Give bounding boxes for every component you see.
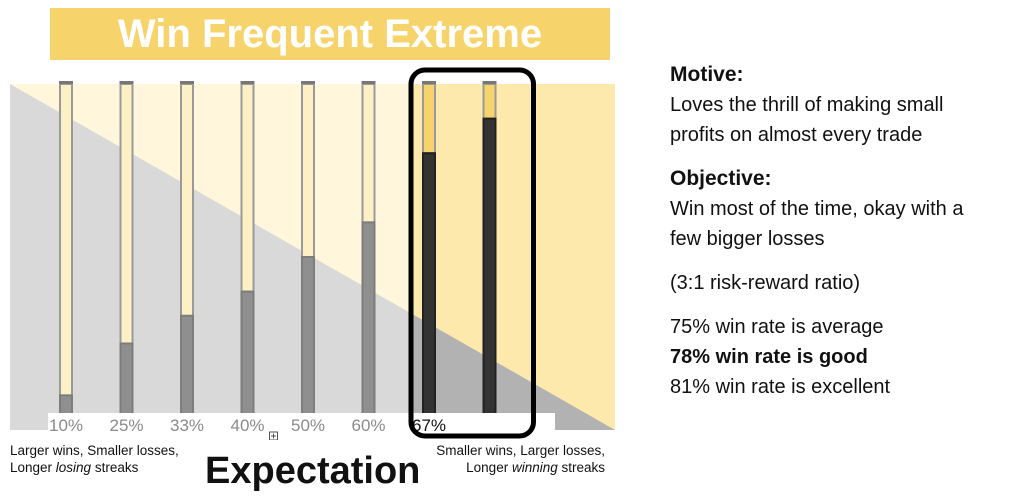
bar-cap-2 (180, 81, 194, 84)
bar-loss-2 (180, 314, 194, 432)
bar-loss-6 (422, 152, 436, 431)
bar-cap-4 (301, 81, 315, 84)
objective-line2: few bigger losses (670, 228, 825, 250)
objective-line1: Win most of the time, okay with a (670, 198, 964, 220)
tick-strip (48, 413, 555, 435)
bar-cap-6 (422, 81, 436, 84)
caption-left: Larger wins, Smaller losses, Longer losi… (10, 442, 179, 476)
side-panel: Motive: Loves the thrill of making small… (670, 60, 1020, 402)
caption-right-line1: Smaller wins, Larger losses, (436, 443, 605, 458)
motive-line1: Loves the thrill of making small (670, 94, 944, 116)
tick-label-5: 60% (351, 416, 385, 435)
tick-label-6: 67% (412, 416, 446, 435)
tick-label-3: 40% (230, 416, 264, 435)
bar-cap-7 (482, 81, 497, 84)
bar-win-7 (482, 83, 497, 120)
tick-label-2: 33% (170, 416, 204, 435)
bar-win-0 (59, 83, 73, 397)
bar-loss-3 (240, 290, 255, 431)
bar-win-3 (240, 83, 255, 293)
bar-loss-7 (482, 117, 497, 431)
caption-left-line1: Larger wins, Smaller losses, (10, 443, 179, 458)
caption-right-line2: Longer winning streaks (466, 460, 605, 475)
loss-region-highlight (411, 313, 615, 430)
bar-cap-1 (119, 81, 134, 84)
tick-label-4: 50% (291, 416, 325, 435)
bar-win-1 (119, 83, 134, 345)
bar-win-6 (422, 83, 436, 155)
caption-left-line2: Longer losing streaks (10, 460, 139, 475)
objective-heading: Objective: (670, 167, 772, 190)
bar-cap-5 (361, 81, 376, 84)
bar-win-2 (180, 83, 194, 317)
tick-label-0: 10% (49, 416, 83, 435)
rate-average: 75% win rate is average (670, 316, 884, 338)
highlight-box (408, 67, 536, 439)
x-axis-label: Expectation (205, 450, 421, 492)
bar-win-4 (301, 83, 315, 258)
title-banner: Win Frequent Extreme (50, 8, 610, 60)
motive-heading: Motive: (670, 63, 744, 86)
bar-cap-0 (59, 81, 73, 84)
bar-cap-3 (240, 81, 255, 84)
motive-line2: profits on almost every trade (670, 124, 923, 146)
caption-right: Smaller wins, Larger losses, Longer winn… (410, 442, 605, 476)
bar-loss-4 (301, 256, 315, 431)
risk-reward-ratio: (3:1 risk-reward ratio) (670, 272, 861, 294)
bar-loss-5 (361, 221, 376, 431)
chart-title: Win Frequent Extreme (117, 12, 543, 56)
rate-good: 78% win rate is good (670, 346, 868, 368)
bar-win-5 (361, 83, 376, 224)
tick-label-1: 25% (109, 416, 143, 435)
bar-chart: 10% 25% 33% 40% 50% 60% 67% (10, 67, 615, 440)
rate-excellent: 81% win rate is excellent (670, 376, 891, 398)
